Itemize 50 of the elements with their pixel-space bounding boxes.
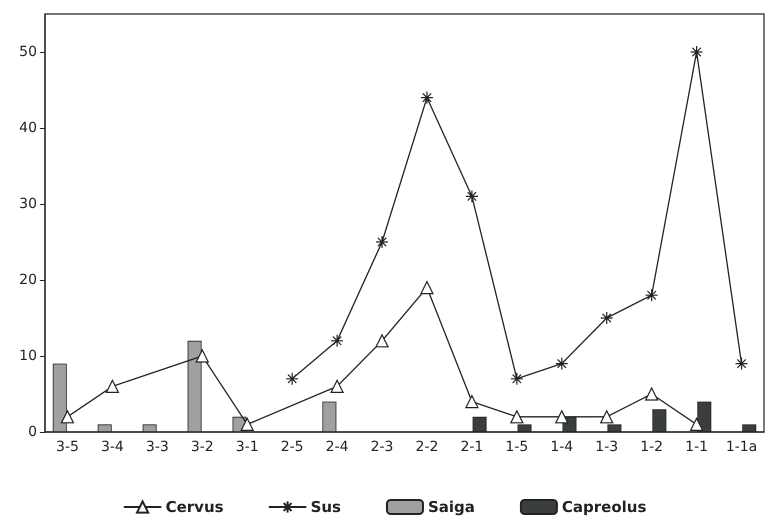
y-tick-label: 40 bbox=[19, 120, 37, 136]
legend-label: Cervus bbox=[166, 498, 224, 516]
x-tick-label: 3-4 bbox=[100, 439, 124, 455]
point bbox=[375, 334, 389, 348]
point bbox=[690, 45, 704, 59]
legend-label: Capreolus bbox=[562, 498, 646, 516]
point bbox=[465, 190, 479, 203]
point bbox=[196, 349, 209, 363]
x-tick-label: 2-2 bbox=[416, 439, 438, 455]
y-tick-label: 20 bbox=[19, 272, 37, 288]
point bbox=[465, 395, 479, 408]
point bbox=[600, 311, 614, 325]
x-tick-label: 1-2 bbox=[640, 439, 664, 455]
y-tick-label: 10 bbox=[19, 348, 37, 364]
point bbox=[286, 372, 299, 386]
legend-label: Sus bbox=[310, 498, 342, 516]
point bbox=[690, 418, 704, 431]
point bbox=[645, 387, 658, 401]
x-tick-label: 1-1 bbox=[685, 439, 708, 455]
y-tick-label: 30 bbox=[19, 196, 37, 212]
y-tick-label: 50 bbox=[19, 44, 37, 60]
point bbox=[510, 410, 524, 424]
point bbox=[330, 334, 344, 348]
x-tick-label: 3-3 bbox=[146, 439, 169, 455]
point bbox=[240, 418, 254, 431]
point bbox=[106, 380, 120, 393]
point bbox=[510, 372, 524, 386]
point bbox=[330, 380, 344, 393]
point bbox=[420, 281, 434, 294]
x-tick-label: 1-1a bbox=[726, 439, 758, 455]
point bbox=[555, 410, 568, 424]
x-tick-label: 1-4 bbox=[550, 439, 574, 455]
point bbox=[555, 357, 568, 370]
point bbox=[600, 410, 614, 424]
point bbox=[734, 357, 748, 370]
x-tick-label: 3-1 bbox=[236, 439, 259, 455]
x-tick-label: 2-4 bbox=[326, 439, 349, 455]
point bbox=[645, 288, 658, 302]
x-tick-label: 3-5 bbox=[56, 439, 79, 455]
point bbox=[420, 91, 434, 104]
x-tick-label: 1-3 bbox=[595, 439, 618, 455]
y-tick-label: 0 bbox=[28, 424, 37, 440]
legend-label: Saiga bbox=[428, 498, 475, 516]
point bbox=[375, 235, 389, 249]
x-tick-label: 1-5 bbox=[505, 439, 528, 455]
x-tick-label: 2-1 bbox=[460, 439, 484, 455]
x-tick-label: 2-5 bbox=[280, 439, 304, 455]
x-tick-label: 3-2 bbox=[190, 439, 214, 455]
x-tick-label: 2-3 bbox=[370, 439, 394, 455]
point bbox=[60, 410, 74, 424]
